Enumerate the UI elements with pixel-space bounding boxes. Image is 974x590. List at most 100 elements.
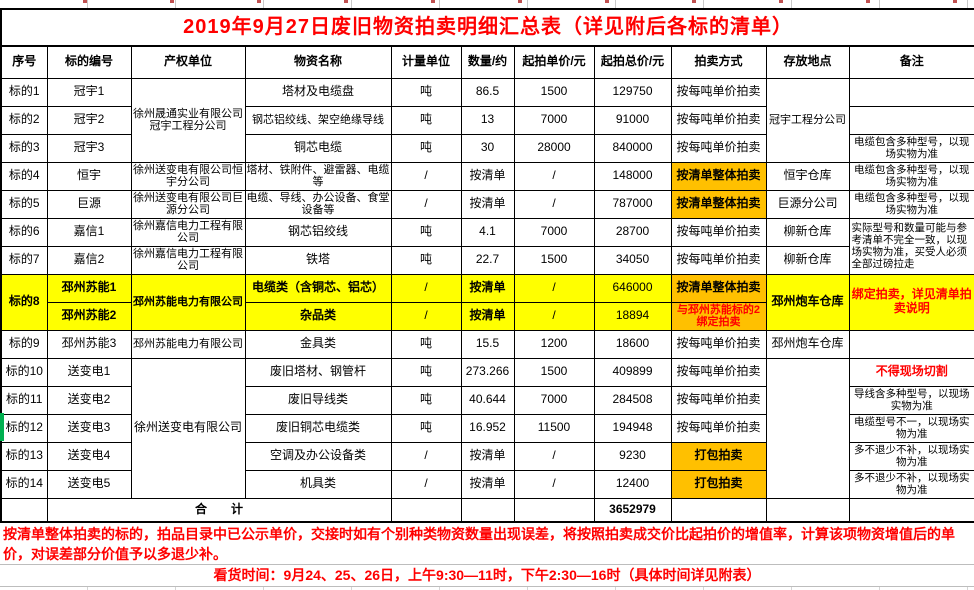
total-cell-7[interactable]	[765, 497, 850, 523]
cell-r7-c4[interactable]: /	[390, 273, 462, 303]
cell-r2-c5[interactable]: 30	[460, 133, 515, 163]
cell-r3-c7[interactable]: 148000	[593, 161, 672, 191]
cell-r1-c4[interactable]: 吨	[390, 105, 462, 135]
cell-r7-c1[interactable]: 邳州苏能1	[46, 273, 132, 303]
cell-r14-c0[interactable]: 标的14	[0, 469, 48, 499]
cell-r4-c0[interactable]: 标的5	[0, 189, 48, 219]
cell-r0-c0[interactable]: 标的1	[0, 77, 48, 107]
cell-r8-c7[interactable]: 18894	[593, 301, 672, 331]
cell-r13-c5[interactable]: 按清单	[460, 441, 515, 471]
cell-r13-c0[interactable]: 标的13	[0, 441, 48, 471]
cell-r3-c3[interactable]: 塔材、铁附件、避雷器、电缆等	[244, 161, 392, 191]
cell-r1-c10[interactable]	[848, 105, 974, 135]
cell-r2-c3[interactable]: 铜芯电缆	[244, 133, 392, 163]
cell-r9-c2[interactable]: 邳州苏能电力有限公司	[130, 329, 246, 359]
cell-r9-c7[interactable]: 18600	[593, 329, 672, 359]
cell-r10-c2[interactable]: 徐州送变电有限公司	[130, 357, 246, 499]
column-header-5[interactable]: 数量/约	[460, 45, 515, 79]
cell-r9-c6[interactable]: 1200	[513, 329, 595, 359]
cell-r11-c6[interactable]: 7000	[513, 385, 595, 415]
cell-r9-c1[interactable]: 邳州苏能3	[46, 329, 132, 359]
cell-r13-c3[interactable]: 空调及办公设备类	[244, 441, 392, 471]
column-header-0[interactable]: 序号	[0, 45, 48, 79]
cell-r12-c4[interactable]: 吨	[390, 413, 462, 443]
total-cell-0[interactable]	[0, 497, 48, 523]
cell-r4-c8[interactable]: 按清单整体拍卖	[670, 189, 767, 219]
cell-r14-c5[interactable]: 按清单	[460, 469, 515, 499]
cell-r5-c4[interactable]: 吨	[390, 217, 462, 247]
cell-r10-c3[interactable]: 废旧塔材、钢管杆	[244, 357, 392, 387]
cell-r6-c4[interactable]: 吨	[390, 245, 462, 275]
cell-r9-c0[interactable]: 标的9	[0, 329, 48, 359]
cell-r7-c8[interactable]: 按清单整体拍卖	[670, 273, 767, 303]
cell-r11-c7[interactable]: 284508	[593, 385, 672, 415]
total-cell-3[interactable]	[460, 497, 515, 523]
cell-r11-c1[interactable]: 送变电2	[46, 385, 132, 415]
cell-r8-c1[interactable]: 邳州苏能2	[46, 301, 132, 331]
cell-r7-c3[interactable]: 电缆类（含铜芯、铝芯）	[244, 273, 392, 303]
total-cell-1[interactable]: 合 计	[46, 497, 392, 523]
cell-r5-c9[interactable]: 柳新仓库	[765, 217, 850, 247]
cell-r5-c3[interactable]: 钢芯铝绞线	[244, 217, 392, 247]
cell-r10-c4[interactable]: 吨	[390, 357, 462, 387]
cell-r9-c5[interactable]: 15.5	[460, 329, 515, 359]
cell-r13-c4[interactable]: /	[390, 441, 462, 471]
cell-r11-c5[interactable]: 40.644	[460, 385, 515, 415]
cell-r13-c6[interactable]: /	[513, 441, 595, 471]
cell-r0-c7[interactable]: 129750	[593, 77, 672, 107]
cell-r5-c1[interactable]: 嘉信1	[46, 217, 132, 247]
cell-r3-c5[interactable]: 按清单	[460, 161, 515, 191]
cell-r0-c4[interactable]: 吨	[390, 77, 462, 107]
column-header-10[interactable]: 备注	[848, 45, 974, 79]
cell-r0-c9[interactable]: 冠宇工程分公司	[765, 77, 850, 163]
cell-r3-c2[interactable]: 徐州送变电有限公司恒宇分公司	[130, 161, 246, 191]
cell-r7-c9[interactable]: 邳州炮车仓库	[765, 273, 850, 331]
cell-r5-c0[interactable]: 标的6	[0, 217, 48, 247]
cell-r4-c2[interactable]: 徐州送变电有限公司巨源分公司	[130, 189, 246, 219]
cell-r13-c1[interactable]: 送变电4	[46, 441, 132, 471]
cell-r8-c5[interactable]: 按清单	[460, 301, 515, 331]
cell-r12-c8[interactable]: 按每吨单价拍卖	[670, 413, 767, 443]
total-cell-5[interactable]: 3652979	[593, 497, 672, 523]
cell-r11-c10[interactable]: 导线含多种型号，以现场实物为准	[848, 385, 974, 415]
cell-r6-c7[interactable]: 34050	[593, 245, 672, 275]
cell-r9-c9[interactable]: 邳州炮车仓库	[765, 329, 850, 359]
cell-r9-c3[interactable]: 金具类	[244, 329, 392, 359]
cell-r1-c3[interactable]: 钢芯铝绞线、架空绝缘导线	[244, 105, 392, 135]
cell-r13-c10[interactable]: 多不退少不补，以现场实物为准	[848, 441, 974, 471]
column-header-9[interactable]: 存放地点	[765, 45, 850, 79]
cell-r11-c0[interactable]: 标的11	[0, 385, 48, 415]
cell-r6-c5[interactable]: 22.7	[460, 245, 515, 275]
cell-r6-c0[interactable]: 标的7	[0, 245, 48, 275]
cell-r12-c0[interactable]: 标的12	[0, 413, 48, 443]
cell-r6-c2[interactable]: 徐州嘉信电力工程有限公司	[130, 245, 246, 275]
column-header-2[interactable]: 产权单位	[130, 45, 246, 79]
cell-r8-c3[interactable]: 杂品类	[244, 301, 392, 331]
cell-r3-c6[interactable]: /	[513, 161, 595, 191]
cell-r2-c7[interactable]: 840000	[593, 133, 672, 163]
cell-r14-c7[interactable]: 12400	[593, 469, 672, 499]
cell-r9-c8[interactable]: 按每吨单价拍卖	[670, 329, 767, 359]
cell-r14-c10[interactable]: 多不退少不补，以现场实物为准	[848, 469, 974, 499]
cell-r1-c1[interactable]: 冠宇2	[46, 105, 132, 135]
cell-r7-c5[interactable]: 按清单	[460, 273, 515, 303]
cell-r14-c6[interactable]: /	[513, 469, 595, 499]
cell-r5-c7[interactable]: 28700	[593, 217, 672, 247]
cell-r7-c0[interactable]: 标的8	[0, 273, 48, 331]
cell-r12-c3[interactable]: 废旧铜芯电缆类	[244, 413, 392, 443]
cell-r6-c1[interactable]: 嘉信2	[46, 245, 132, 275]
cell-r4-c7[interactable]: 787000	[593, 189, 672, 219]
cell-r8-c8[interactable]: 与邳州苏能标的2绑定拍卖	[670, 301, 767, 331]
cell-r1-c0[interactable]: 标的2	[0, 105, 48, 135]
cell-r2-c0[interactable]: 标的3	[0, 133, 48, 163]
cell-r10-c6[interactable]: 1500	[513, 357, 595, 387]
cell-r0-c8[interactable]: 按每吨单价拍卖	[670, 77, 767, 107]
cell-r6-c6[interactable]: 1500	[513, 245, 595, 275]
cell-r4-c1[interactable]: 巨源	[46, 189, 132, 219]
cell-r8-c6[interactable]: /	[513, 301, 595, 331]
cell-r3-c9[interactable]: 恒宇仓库	[765, 161, 850, 191]
total-cell-2[interactable]	[390, 497, 462, 523]
cell-r14-c3[interactable]: 机具类	[244, 469, 392, 499]
cell-r6-c8[interactable]: 按每吨单价拍卖	[670, 245, 767, 275]
cell-r7-c6[interactable]: /	[513, 273, 595, 303]
